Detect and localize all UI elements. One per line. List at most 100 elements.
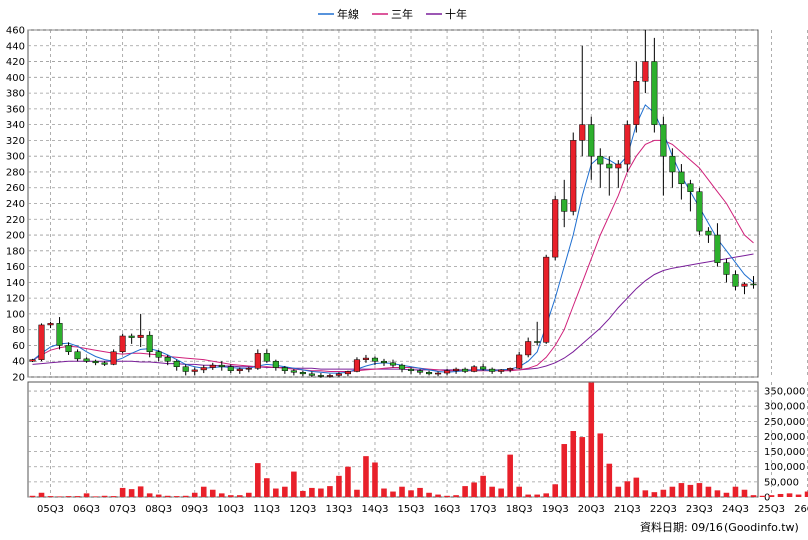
candle-body: [263, 353, 270, 362]
candle-body: [155, 351, 162, 358]
x-tick-label: 14Q3: [361, 504, 388, 515]
candle-body: [543, 256, 550, 343]
volume-bar: [597, 433, 604, 497]
candle: [191, 367, 198, 376]
x-tick-label: 05Q3: [37, 504, 64, 515]
candle: [471, 365, 478, 373]
candle-body: [471, 366, 478, 372]
volume-bar: [615, 486, 622, 497]
candle: [83, 357, 90, 363]
candle: [119, 333, 126, 354]
volume-bar: [327, 486, 333, 497]
candle: [200, 365, 207, 374]
candle-body: [444, 370, 451, 374]
volume-bar: [651, 492, 658, 497]
volume-bar: [687, 484, 694, 497]
candle-body: [371, 357, 379, 362]
volume-bar: [543, 493, 550, 497]
price-tick-label: 200: [6, 231, 25, 242]
candle-body: [83, 358, 90, 362]
volume-bar: [516, 486, 522, 497]
candle-body: [507, 368, 514, 371]
x-tick-label: 07Q3: [109, 504, 136, 515]
candle-body: [101, 362, 108, 365]
candle-body: [65, 345, 72, 353]
candle-body: [633, 81, 640, 125]
candle-body: [687, 183, 694, 192]
ma-ten-line: [32, 253, 754, 371]
candle-body: [552, 199, 559, 258]
volume-bar: [507, 454, 513, 497]
candle-body: [516, 354, 523, 369]
volume-bar: [56, 496, 63, 497]
volume-bar: [678, 483, 685, 497]
candle-body: [651, 61, 658, 125]
candle-body: [416, 370, 424, 373]
x-tick-label: 15Q3: [398, 504, 425, 515]
candle: [407, 367, 415, 374]
candle: [705, 227, 712, 243]
price-tick-label: 180: [6, 246, 25, 257]
legend-label-year: 年線: [337, 7, 359, 21]
candle: [543, 254, 550, 344]
volume-bar: [101, 495, 108, 497]
candle: [398, 363, 406, 373]
volume-bar: [264, 478, 270, 497]
volume-bar: [606, 463, 613, 497]
candle: [254, 349, 261, 370]
candle-body: [407, 368, 415, 371]
volume-panel: 0 50,000 100,000 150,000 200,000 250,000 300,0…: [27, 381, 808, 504]
candle-body: [588, 124, 595, 157]
candle-body: [678, 171, 685, 185]
candle: [38, 323, 45, 362]
candle-body: [642, 61, 649, 82]
candle: [570, 132, 577, 216]
candle: [453, 367, 460, 374]
volume-bar: [462, 486, 468, 497]
candle-body: [146, 334, 153, 353]
candle-body: [696, 191, 703, 232]
footer-source: (Goodinfo.tw): [724, 521, 799, 534]
candle-body: [660, 124, 667, 157]
candle-body: [110, 351, 117, 365]
candle: [516, 351, 523, 370]
volume-bar: [552, 484, 559, 497]
x-tick-label: 24Q3: [722, 504, 749, 515]
volume-bar: [255, 463, 261, 497]
candle: [687, 179, 694, 212]
volume-bar: [182, 495, 189, 497]
volume-bar: [741, 489, 748, 497]
volume-bar: [525, 494, 531, 497]
volume-bar: [408, 490, 414, 497]
candle: [317, 373, 324, 378]
volume-bar: [191, 492, 198, 497]
candle: [308, 371, 315, 377]
x-tick-label: 25Q3: [758, 504, 785, 515]
price-tick-label: 240: [6, 199, 25, 210]
candle-body: [254, 353, 261, 369]
volume-bar: [768, 495, 775, 497]
volume-tick-label: 50,000: [764, 477, 799, 488]
volume-bar: [381, 488, 387, 497]
volume-bar: [309, 487, 315, 497]
candle: [65, 342, 72, 355]
price-tick-label: 160: [6, 262, 25, 273]
price-tick-label: 260: [6, 183, 25, 194]
candle-body: [561, 199, 568, 212]
volume-bar: [759, 495, 766, 497]
candle-body: [741, 283, 748, 287]
volume-bar: [236, 495, 243, 497]
volume-bar: [453, 495, 459, 497]
candle: [146, 331, 153, 358]
candle-body: [29, 359, 36, 362]
volume-bar: [200, 486, 207, 497]
volume-bar: [363, 456, 369, 497]
x-tick-label: 17Q3: [470, 504, 497, 515]
candle: [290, 369, 297, 376]
candle: [29, 358, 36, 363]
candle: [164, 354, 171, 366]
volume-tick-label: 100,000: [764, 462, 805, 473]
volume-bar: [624, 481, 631, 497]
candle-body: [290, 370, 297, 373]
